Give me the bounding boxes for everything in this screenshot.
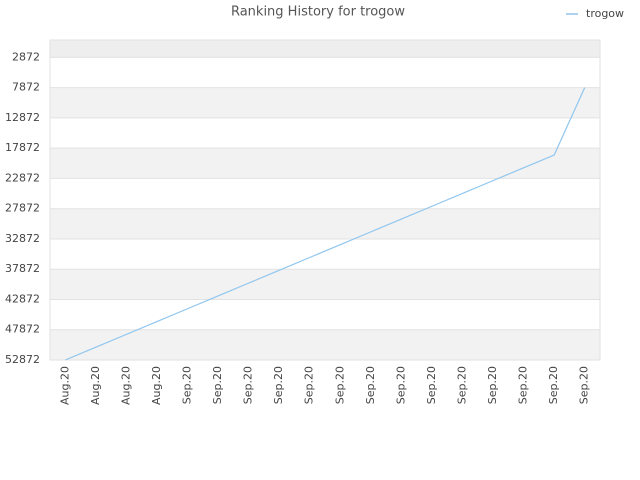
y-tick-label: 42872: [5, 292, 40, 305]
x-tick-label: Sep.20: [547, 366, 560, 404]
grid-band: [50, 208, 600, 239]
y-tick-label: 7872: [12, 81, 40, 94]
y-tick-label: 52872: [5, 353, 40, 366]
x-tick-label: Sep.20: [333, 366, 346, 404]
x-tick-label: Sep.20: [181, 366, 194, 404]
grid-band: [50, 329, 600, 360]
y-tick-label: 47872: [5, 323, 40, 336]
x-tick-label: Aug.20: [150, 366, 163, 405]
grid-band: [50, 40, 600, 58]
y-tick-label: 27872: [5, 202, 40, 215]
x-tick-label: Aug.20: [89, 366, 102, 405]
x-tick-label: Sep.20: [394, 366, 407, 404]
x-tick-label: Sep.20: [486, 366, 499, 404]
legend-label: trogow: [586, 7, 624, 20]
x-tick-label: Sep.20: [456, 366, 469, 404]
y-tick-label: 17872: [5, 141, 40, 154]
data-line: [65, 87, 586, 361]
x-tick-label: Sep.20: [211, 366, 224, 404]
x-tick-label: Sep.20: [303, 366, 316, 404]
grid-band: [50, 148, 600, 179]
x-tick-label: Sep.20: [517, 366, 530, 404]
y-tick-label: 2872: [12, 50, 40, 63]
x-tick-label: Sep.20: [272, 366, 285, 404]
y-tick-label: 12872: [5, 111, 40, 124]
y-tick-label: 22872: [5, 171, 40, 184]
y-tick-label: 32872: [5, 232, 40, 245]
grid-band: [50, 269, 600, 300]
x-tick-label: Aug.20: [58, 366, 71, 405]
y-tick-label: 37872: [5, 262, 40, 275]
x-tick-label: Sep.20: [242, 366, 255, 404]
grid-band: [50, 87, 600, 118]
chart-title: Ranking History for trogow: [231, 5, 405, 20]
x-tick-label: Sep.20: [425, 366, 438, 404]
x-tick-label: Aug.20: [119, 366, 132, 405]
x-tick-label: Sep.20: [578, 366, 591, 404]
x-tick-label: Sep.20: [364, 366, 377, 404]
